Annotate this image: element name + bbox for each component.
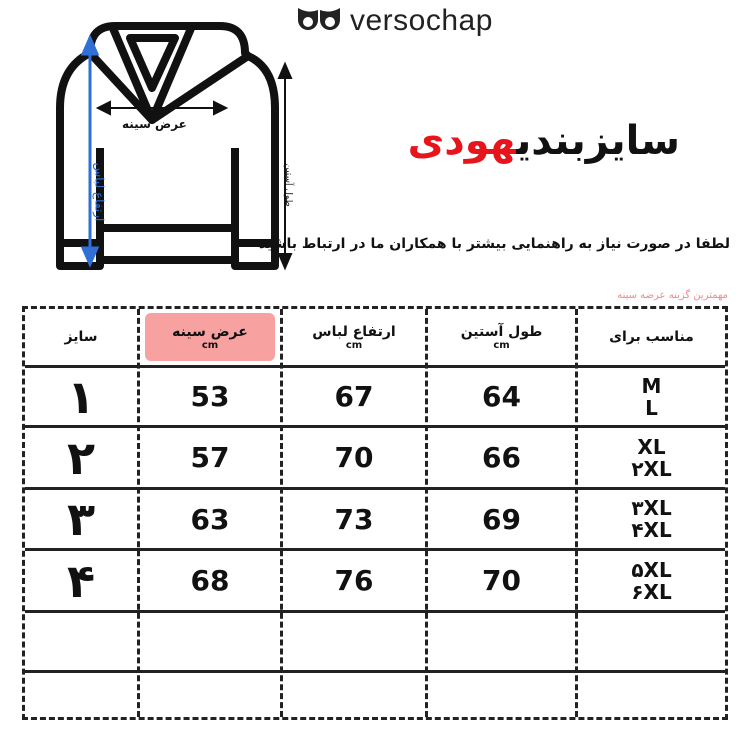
header-chest-width: عرض سینه cm [145, 313, 275, 361]
size-cell: ۴ [66, 553, 96, 608]
page-title: سایزبندیهودی [394, 118, 680, 164]
fit-cell: XL ۲XL [631, 434, 672, 481]
header-garment-length: ارتفاع لباس cm [312, 323, 396, 351]
chest-cell: 57 [190, 441, 230, 474]
chest-cell: 68 [190, 564, 230, 597]
size-table: سایز عرض سینه cm ارتفاع لباس cm طول آستی… [22, 306, 728, 720]
brand-name: versochap [350, 4, 493, 37]
brand-logo: versochap [296, 4, 493, 38]
header-sleeve-length: طول آستین cm [460, 323, 543, 351]
chest-cell: 53 [190, 380, 230, 413]
chest-note: مهمترین گزینه عرضه سینه [617, 290, 728, 301]
length-cell: 76 [334, 564, 374, 597]
size-cell: ۱ [66, 369, 96, 424]
size-cell: ۲ [66, 430, 96, 485]
length-cell: 67 [334, 380, 374, 413]
sleeve-cell: 66 [482, 441, 521, 474]
title-accent: هودی [407, 118, 517, 164]
header-fit: مناسب برای [609, 329, 694, 345]
subtitle: لطفا در صورت نیاز به راهنمایی بیشتر با ه… [258, 236, 730, 252]
fit-cell: ۳XL ۴XL [631, 496, 672, 542]
fit-cell: ۵XL ۶XL [631, 557, 672, 604]
hoodie-diagram [56, 22, 293, 271]
length-cell: 73 [334, 502, 374, 536]
sleeve-cell: 64 [482, 380, 521, 413]
sleeve-length-label: طول آستین [282, 163, 293, 207]
chest-width-label: عرض سینه [122, 117, 187, 131]
garment-length-label: ارتفاع لباس [92, 162, 107, 222]
sleeve-cell: 69 [482, 502, 521, 536]
chest-cell: 63 [190, 502, 230, 536]
length-cell: 70 [334, 441, 374, 474]
sleeve-cell: 70 [482, 564, 521, 597]
owl-eyes-logo-icon [298, 8, 340, 30]
header-size: سایز [64, 329, 98, 345]
title-main: سایزبندی [516, 118, 680, 164]
size-cell: ۳ [66, 492, 96, 546]
